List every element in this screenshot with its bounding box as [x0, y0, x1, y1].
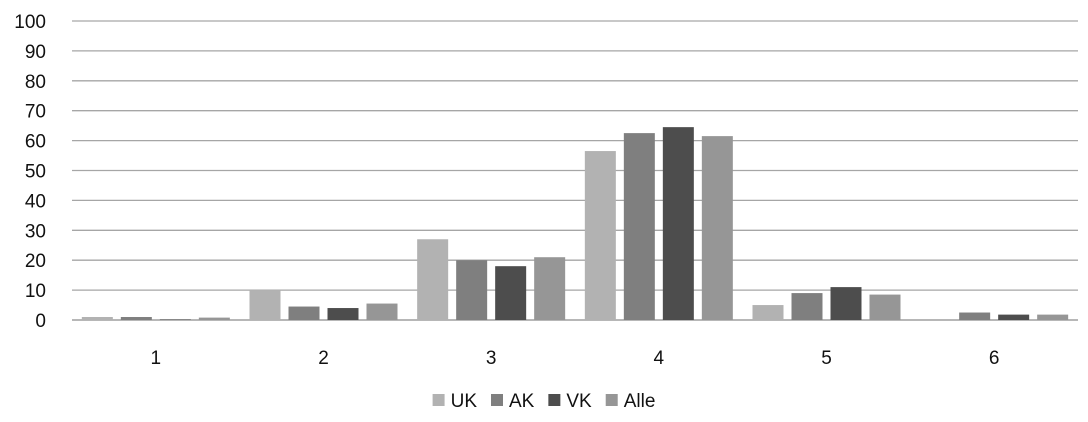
y-tick-label: 50 — [25, 162, 46, 183]
x-tick-label: 6 — [989, 348, 1000, 369]
legend-label-alle: Alle — [624, 391, 656, 412]
gridlines — [72, 20, 1078, 321]
x-tick-label: 3 — [486, 348, 497, 369]
x-axis: 1 2 3 4 5 6 — [151, 348, 1000, 369]
bar-vk-4 — [662, 127, 694, 321]
x-tick-label: 2 — [318, 348, 329, 369]
bars — [81, 127, 1069, 321]
y-tick-label: 20 — [25, 251, 46, 272]
legend-label-ak: AK — [509, 391, 535, 412]
y-tick-label: 40 — [25, 191, 46, 212]
x-tick-label: 4 — [654, 348, 665, 369]
bar-ak-3 — [456, 260, 488, 320]
bar-vk-1 — [159, 319, 191, 320]
y-tick-label: 10 — [25, 281, 46, 302]
y-axis: 0 10 20 30 40 50 60 70 80 90 100 — [14, 12, 46, 332]
bar-vk-2 — [327, 308, 359, 320]
y-tick-label: 90 — [25, 42, 46, 63]
y-tick-label: 30 — [25, 221, 46, 242]
legend-label-uk: UK — [451, 391, 478, 412]
bar-alle-2 — [366, 303, 398, 320]
x-tick-label: 1 — [151, 348, 162, 369]
bar-ak-6 — [959, 312, 991, 320]
legend-label-vk: VK — [566, 391, 592, 412]
y-tick-label: 60 — [25, 132, 46, 153]
bar-ak-5 — [791, 293, 823, 320]
y-tick-label: 100 — [14, 12, 46, 33]
bar-uk-1 — [81, 317, 113, 320]
y-tick-label: 0 — [35, 311, 46, 332]
bar-vk-3 — [495, 266, 527, 320]
bar-uk-5 — [752, 305, 784, 320]
bar-ak-1 — [120, 317, 152, 320]
bar-uk-2 — [249, 290, 281, 320]
legend: UK AK VK Alle — [432, 391, 656, 412]
bar-ak-2 — [288, 306, 320, 320]
bar-alle-3 — [534, 257, 566, 320]
bar-alle-4 — [701, 136, 733, 320]
bar-alle-1 — [198, 317, 230, 320]
bar-vk-6 — [998, 314, 1030, 320]
x-tick-label: 5 — [821, 348, 832, 369]
legend-swatch-ak — [491, 394, 503, 406]
bar-uk-4 — [584, 151, 616, 320]
bar-uk-6 — [920, 319, 952, 320]
legend-swatch-alle — [605, 394, 618, 406]
bar-alle-5 — [869, 294, 901, 320]
bar-ak-4 — [623, 133, 655, 320]
bar-alle-6 — [1037, 314, 1069, 320]
y-tick-label: 70 — [25, 102, 46, 123]
y-tick-label: 80 — [25, 72, 46, 93]
bar-uk-3 — [417, 239, 449, 320]
bar-vk-5 — [830, 287, 862, 320]
legend-swatch-vk — [548, 394, 561, 406]
legend-swatch-uk — [432, 394, 445, 406]
